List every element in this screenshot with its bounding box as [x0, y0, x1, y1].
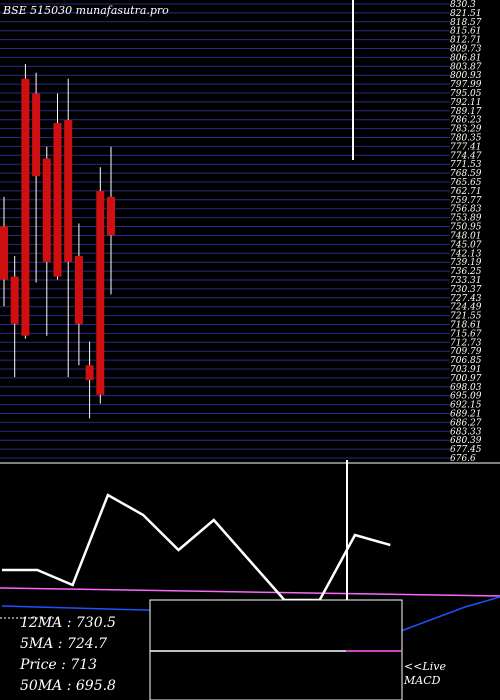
price-tick-label: 780.35 — [450, 134, 482, 144]
candle-bear — [0, 226, 8, 280]
ma12-label: 12MA : 730.5 — [20, 615, 116, 631]
price-tick-label: 783.29 — [450, 125, 482, 135]
price-tick-label: 680.39 — [450, 436, 482, 446]
candle-bear — [53, 123, 62, 277]
candle-bear — [107, 196, 115, 236]
price-tick-label: 759.77 — [450, 196, 482, 206]
candle-bear — [85, 365, 94, 381]
price-tick-label: 818.57 — [450, 18, 482, 28]
live-label: <<Live — [404, 660, 446, 673]
price-tick-label: 771.53 — [450, 160, 482, 170]
price-tick-label: 750.95 — [450, 223, 482, 233]
price-tick-label: 748.01 — [450, 232, 482, 242]
price-tick-label: 692.15 — [450, 401, 482, 411]
info-box — [149, 599, 403, 700]
price-tick-label: 689.21 — [450, 410, 482, 420]
candle-bear — [42, 158, 51, 262]
price-axis: 830.3821.51818.57815.61812.71809.73806.8… — [450, 0, 482, 464]
price-tick-label: 683.33 — [450, 427, 482, 437]
price-tick-label: 792.11 — [450, 98, 482, 108]
candle-bear — [32, 93, 41, 177]
price-tick-label: 733.31 — [450, 276, 482, 286]
price-tick-label: 762.71 — [450, 187, 482, 197]
price-tick-label: 736.25 — [450, 267, 482, 277]
price-tick-label: 786.23 — [450, 116, 482, 126]
ma5-label: 5MA : 724.7 — [20, 636, 107, 652]
candle-bear — [96, 191, 105, 395]
price-tick-label: 797.99 — [450, 80, 482, 90]
price-tick-label: 709.79 — [450, 347, 482, 357]
price-tick-label: 721.55 — [450, 312, 482, 322]
price-tick-label: 812.71 — [450, 36, 482, 46]
price-tick-label: 715.67 — [450, 329, 482, 339]
price-tick-label: 686.27 — [450, 418, 482, 428]
price-tick-label: 809.73 — [450, 45, 482, 55]
moving-average-legend: 12MA : 730.5 5MA : 724.7 Price : 713 50M… — [19, 615, 116, 694]
price-tick-label: 756.83 — [450, 205, 482, 215]
price-tick-label: 724.49 — [450, 303, 482, 313]
chart-title: BSE 515030 munafasutra.pro — [2, 4, 169, 17]
price-tick-label: 676.6 — [450, 454, 476, 464]
ma50-label: 50MA : 695.8 — [20, 678, 116, 694]
price-tick-label: 821.51 — [450, 9, 482, 19]
price-tick-label: 830.3 — [450, 0, 476, 10]
price-tick-label: 800.93 — [450, 71, 482, 81]
price-tick-label: 795.05 — [450, 89, 482, 99]
price-tick-label: 774.47 — [450, 151, 482, 161]
price-tick-label: 765.65 — [450, 178, 482, 188]
price-tick-label: 695.09 — [450, 392, 482, 402]
price-tick-label: 789.17 — [450, 107, 482, 117]
price-tick-label: 745.07 — [450, 240, 482, 250]
price-tick-label: 806.81 — [450, 53, 482, 63]
price-tick-label: 777.41 — [450, 142, 482, 152]
candle-bear — [74, 256, 83, 324]
price-tick-label: 706.85 — [450, 356, 482, 366]
price-tick-label: 718.61 — [450, 321, 482, 331]
price-tick-label: 727.43 — [450, 294, 482, 304]
price-tick-label: 815.61 — [450, 27, 482, 37]
candle-bear — [21, 78, 30, 336]
candle-bear — [64, 120, 73, 262]
price-tick-label: 698.03 — [450, 383, 482, 393]
macd-line — [2, 493, 391, 602]
price-tick-label: 730.37 — [450, 285, 482, 295]
price-tick-label: 753.89 — [450, 214, 482, 224]
price-tick-label: 739.19 — [450, 258, 482, 268]
price-tick-label: 742.13 — [450, 249, 482, 259]
price-tick-label: 768.59 — [450, 169, 482, 179]
price-tick-label: 703.91 — [450, 365, 482, 375]
price-grid — [0, 3, 450, 459]
candlestick-series — [0, 64, 115, 419]
price-tick-label: 700.97 — [450, 374, 482, 384]
price-tick-label: 677.45 — [450, 445, 482, 455]
price-label: Price : 713 — [19, 657, 97, 673]
price-tick-label: 803.87 — [450, 62, 482, 72]
candle-bear — [10, 276, 19, 324]
price-tick-label: 712.73 — [450, 338, 482, 348]
macd-zero-line — [0, 587, 500, 597]
macd-label: MACD — [403, 674, 441, 687]
